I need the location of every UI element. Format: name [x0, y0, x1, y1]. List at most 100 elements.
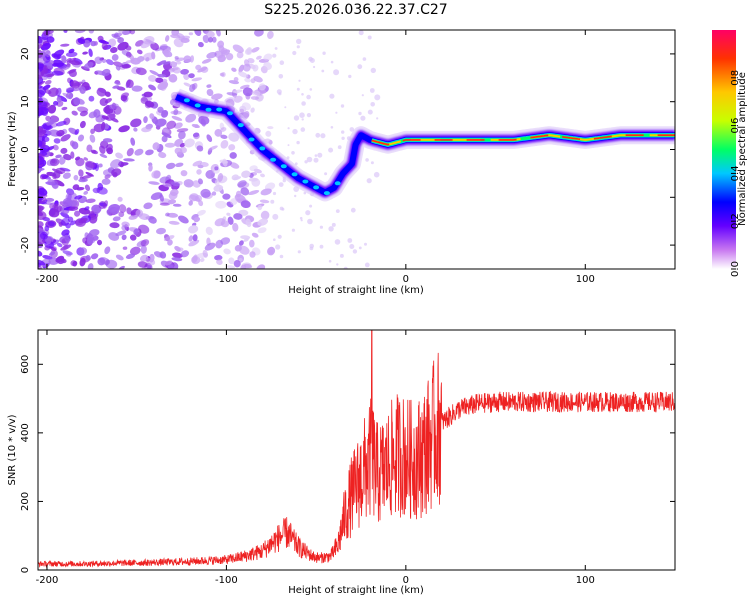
noise-blob [314, 154, 318, 157]
noise-blob [218, 45, 225, 53]
noise-blob [294, 162, 298, 166]
noise-blob [183, 82, 192, 87]
noise-blob [129, 246, 141, 256]
noise-blob [103, 138, 113, 143]
noise-blob [370, 161, 374, 165]
noise-blob [214, 179, 220, 187]
noise-blob [243, 238, 249, 242]
noise-blob [279, 206, 284, 211]
noise-blob [140, 96, 149, 104]
noise-blob [170, 34, 181, 39]
colorbar: 0.0 0.2 0.4 0.6 0.8 Normalized spectral ampl… [712, 30, 748, 277]
noise-blob [165, 162, 176, 170]
noise-blob [238, 258, 243, 262]
noise-blob [53, 138, 61, 144]
noise-blob [94, 70, 107, 76]
snr-xtick-label: -100 [215, 575, 238, 586]
noise-blob [56, 54, 62, 59]
noise-blob [272, 53, 277, 58]
noise-blob [79, 120, 86, 129]
noise-blob [137, 261, 148, 268]
noise-blob [225, 52, 234, 61]
noise-blob [233, 213, 243, 220]
snr-ytick-label: 0 [20, 567, 31, 573]
noise-blob [331, 222, 336, 227]
noise-blob [287, 144, 290, 147]
noise-blob [339, 253, 344, 258]
noise-blob [61, 106, 68, 111]
noise-blob [49, 251, 56, 256]
noise-blob [373, 171, 380, 178]
noise-blob [135, 209, 144, 217]
noise-blob [226, 212, 231, 216]
noise-blob [53, 203, 59, 212]
noise-blob [55, 120, 67, 127]
noise-blob [196, 145, 204, 152]
noise-blob [120, 95, 128, 102]
noise-blob [157, 106, 164, 113]
noise-blob [274, 47, 278, 50]
noise-blob [367, 35, 372, 40]
noise-blob [56, 100, 64, 107]
noise-blob [71, 141, 79, 150]
noise-blob [99, 153, 108, 158]
ridge-spot [248, 137, 255, 142]
noise-blob [239, 108, 245, 113]
noise-blob [376, 117, 379, 120]
noise-blob [249, 165, 258, 172]
noise-blob [145, 149, 154, 156]
noise-blob [309, 88, 313, 91]
noise-blob [321, 69, 325, 73]
snr-xtick-label: -200 [36, 575, 59, 586]
figure-title: S225.2026.036.22.37.C27 [264, 2, 447, 18]
noise-blob [199, 257, 205, 263]
noise-blob [309, 243, 315, 249]
noise-blob [143, 202, 153, 210]
noise-blob [53, 100, 59, 106]
noise-blob [220, 127, 227, 132]
noise-blob [171, 115, 183, 121]
snr-line [38, 330, 675, 568]
noise-blob [157, 73, 167, 78]
ridge-spot [334, 181, 341, 186]
noise-blob [219, 72, 225, 77]
noise-blob [232, 89, 243, 94]
noise-blob [300, 127, 306, 132]
noise-blob [156, 227, 166, 235]
noise-blob [65, 51, 78, 58]
noise-blob [272, 191, 277, 196]
noise-blob [197, 178, 204, 185]
noise-blob [282, 178, 286, 183]
ridge-spot [216, 107, 223, 112]
noise-blob [230, 198, 238, 205]
noise-blob [71, 110, 78, 116]
noise-blob [374, 94, 381, 101]
noise-blob [197, 41, 204, 48]
ridge-spot [313, 185, 320, 190]
noise-blob [222, 193, 231, 200]
noise-blob [294, 194, 297, 198]
noise-blob [278, 182, 284, 188]
noise-blob [86, 144, 93, 153]
noise-blob [228, 257, 235, 265]
noise-blob [128, 214, 138, 220]
noise-blob [227, 216, 234, 225]
noise-blob [268, 249, 274, 255]
noise-blob [164, 260, 173, 266]
noise-blob [162, 183, 172, 188]
noise-blob [83, 62, 94, 70]
noise-blob [196, 209, 206, 216]
noise-blob [211, 93, 223, 100]
snr-ytick-label: 400 [20, 423, 31, 442]
noise-blob [118, 125, 130, 133]
noise-blob [125, 45, 132, 51]
colorbar-tick-label: 0.8 [730, 70, 741, 86]
noise-blob [306, 156, 313, 163]
noise-blob [195, 64, 202, 71]
noise-blob [121, 234, 127, 241]
noise-blob [159, 194, 164, 202]
noise-blob [313, 157, 319, 163]
noise-blob [101, 178, 111, 185]
ridge-spot [194, 103, 201, 108]
